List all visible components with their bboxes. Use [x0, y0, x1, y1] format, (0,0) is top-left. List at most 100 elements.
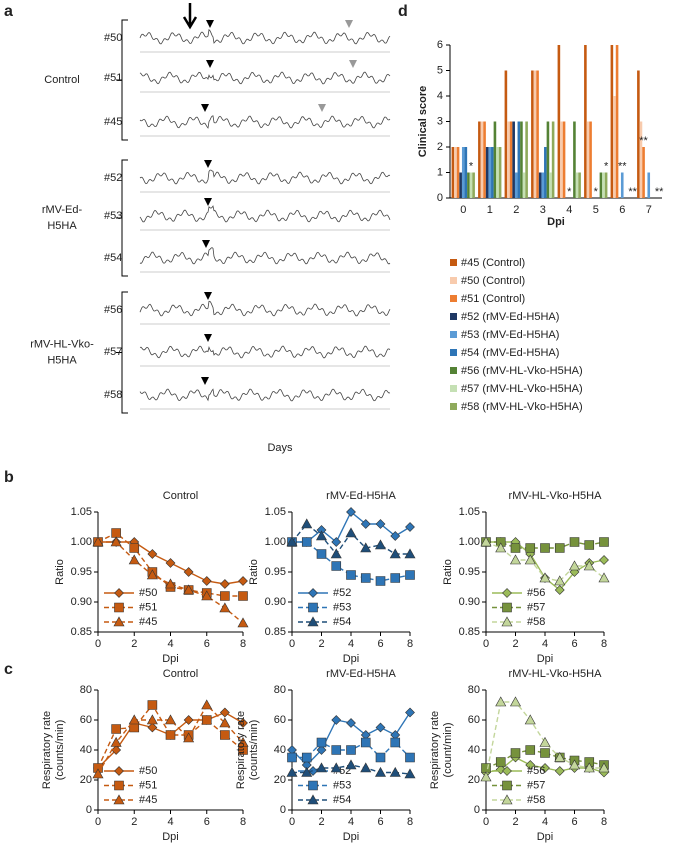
- legend-label: #57: [527, 779, 545, 791]
- marker: [405, 707, 415, 718]
- bar: [472, 172, 475, 198]
- arrowhead: [204, 198, 212, 206]
- marker: [110, 736, 122, 747]
- legend-swatch: [450, 277, 457, 284]
- y-tick-label: 0.95: [71, 566, 92, 578]
- bar: [469, 172, 473, 198]
- marker: [308, 602, 318, 613]
- bar: [637, 70, 640, 198]
- legend-label: #56: [527, 587, 545, 599]
- bar: [509, 121, 513, 198]
- bar: [491, 147, 494, 198]
- marker: [375, 519, 386, 529]
- animal-label: #54: [104, 252, 122, 264]
- bar: [599, 172, 603, 198]
- animal-label: #53: [104, 210, 122, 222]
- bar: [461, 147, 465, 198]
- legend-label: #45: [139, 794, 157, 806]
- y-tick-label: 40: [80, 744, 92, 756]
- marker: [481, 763, 491, 773]
- marker: [114, 602, 124, 613]
- x-tick-label: 4: [348, 816, 354, 828]
- arrow: [182, 3, 198, 30]
- y-axis-title: Ratio: [54, 559, 66, 585]
- bar: [620, 172, 624, 198]
- bar: [507, 121, 510, 198]
- temperature-trace: [139, 71, 391, 85]
- chart-title: rMV-HL-Vko-H5HA: [509, 490, 603, 502]
- legend-swatch: [450, 385, 457, 392]
- bar: [541, 172, 545, 198]
- series-line: [485, 701, 604, 778]
- legend-label: #52: [333, 587, 351, 599]
- marker: [92, 536, 104, 547]
- animal-label: #51: [104, 72, 122, 84]
- x-axis-title: Dpi: [537, 653, 554, 665]
- temperature-trace: [139, 169, 391, 185]
- panel-label: b: [4, 469, 14, 486]
- marker: [165, 730, 176, 740]
- bar: [525, 121, 528, 198]
- y-tick-label: 80: [274, 684, 286, 696]
- marker: [502, 766, 512, 776]
- marker: [360, 762, 372, 773]
- bar: [520, 121, 523, 198]
- y-axis-title: Clinical score: [417, 86, 429, 158]
- marker: [201, 590, 213, 601]
- marker: [147, 700, 158, 710]
- bar: [602, 172, 605, 198]
- marker: [287, 752, 297, 763]
- bar: [546, 121, 550, 198]
- marker: [405, 522, 415, 532]
- marker: [495, 696, 507, 707]
- marker: [389, 548, 401, 559]
- y-axis-title: (counts/min): [54, 720, 66, 781]
- marker: [308, 588, 318, 598]
- bar: [589, 121, 592, 198]
- marker: [220, 591, 230, 601]
- legend-label: #51 (Control): [461, 293, 525, 305]
- x-tick-label: 6: [204, 638, 210, 650]
- marker: [301, 518, 313, 529]
- temperature-trace: [139, 28, 391, 45]
- x-tick-label: 2: [512, 638, 518, 650]
- legend-label: #51: [139, 601, 157, 613]
- marker: [307, 616, 319, 627]
- arrowhead: [201, 377, 209, 385]
- legend-label: #56: [527, 765, 545, 777]
- x-tick-label: 8: [240, 816, 246, 828]
- y-axis-title: (count/min): [442, 722, 454, 777]
- bar: [584, 45, 587, 198]
- chart-title: rMV-HL-Vko-H5HA: [509, 668, 603, 680]
- arrowhead: [204, 334, 212, 342]
- marker: [524, 554, 536, 565]
- bar: [498, 147, 502, 198]
- legend-swatch: [450, 331, 457, 338]
- marker: [525, 745, 536, 755]
- bar: [533, 70, 537, 198]
- marker: [330, 762, 342, 773]
- panel-label: d: [398, 3, 408, 20]
- bar: [604, 172, 608, 198]
- x-tick-label: 0: [95, 638, 101, 650]
- legend-swatch: [450, 259, 457, 266]
- marker: [389, 766, 401, 777]
- marker: [390, 737, 401, 748]
- y-axis-title: Respiratory rate: [41, 711, 53, 789]
- marker: [110, 536, 122, 547]
- x-tick-label: 6: [204, 816, 210, 828]
- marker: [584, 757, 595, 767]
- x-tick-label: 2: [513, 204, 519, 216]
- group-label: H5HA: [47, 220, 77, 232]
- x-tick-label: 6: [571, 816, 577, 828]
- marker: [146, 569, 158, 580]
- legend-label: #54: [333, 794, 351, 806]
- animal-label: #58: [104, 389, 122, 401]
- animal-label: #52: [104, 172, 122, 184]
- marker: [345, 759, 357, 770]
- bar: [512, 121, 515, 198]
- marker: [495, 542, 507, 553]
- marker: [114, 588, 124, 598]
- x-tick-label: 2: [131, 638, 137, 650]
- marker: [360, 519, 371, 529]
